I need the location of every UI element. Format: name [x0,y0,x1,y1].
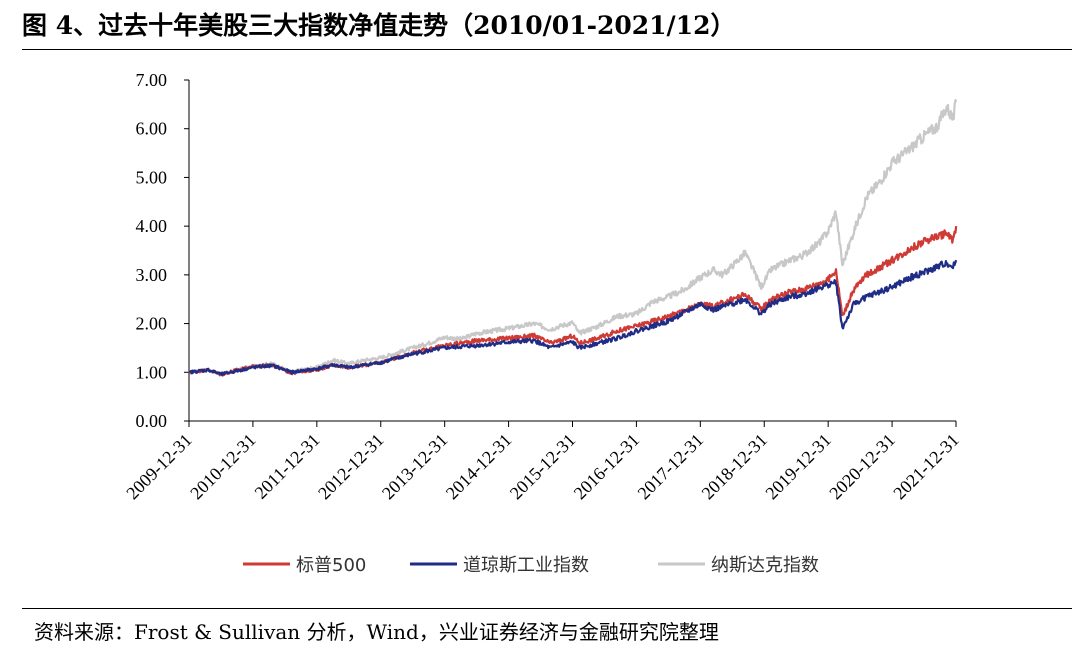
x-tick-label: 2019-12-31 [761,430,835,504]
x-tick-label: 2013-12-31 [378,430,452,504]
x-tick-label: 2017-12-31 [634,430,708,504]
x-axis: 2009-12-312010-12-312011-12-312012-12-31… [122,420,963,504]
line-chart: 0.00 1.00 2.00 3.00 4.00 5.00 6.00 7.00 2009-12… [122,70,963,576]
x-tick-label: 2010-12-31 [186,430,260,504]
y-tick-label: 6.00 [136,119,168,139]
x-tick-label: 2012-12-31 [314,430,388,504]
y-tick-label: 1.00 [136,362,168,382]
x-tick-label: 2015-12-31 [506,430,580,504]
y-tick-label: 4.00 [136,216,168,236]
figure-title: 图 4、过去十年美股三大指数净值走势（2010/01-2021/12） [22,11,736,40]
source-note: 资料来源：Frost & Sullivan 分析，Wind，兴业证券经济与金融研… [34,620,719,644]
y-tick-label: 7.00 [136,70,168,90]
x-tick-label: 2018-12-31 [698,430,772,504]
legend: 标普500 道琼斯工业指数 纳斯达克指数 [243,555,819,576]
series-line-0 [188,99,958,377]
y-tick-label: 0.00 [136,411,168,431]
y-tick-label: 2.00 [136,314,168,334]
legend-label: 标普500 [296,555,366,576]
x-tick-label: 2009-12-31 [122,430,196,504]
x-tick-label: 2016-12-31 [570,430,644,504]
top-rule [22,49,1072,50]
bottom-rule [22,608,1072,609]
x-tick-label: 2014-12-31 [442,430,516,504]
y-tick-label: 5.00 [136,167,168,187]
x-tick-label: 2021-12-31 [889,430,963,504]
y-axis: 0.00 1.00 2.00 3.00 4.00 5.00 6.00 7.00 [136,70,190,431]
x-tick-label: 2020-12-31 [825,430,899,504]
legend-label: 纳斯达克指数 [711,555,819,576]
series-layer [188,99,958,377]
x-tick-label: 2011-12-31 [251,430,324,503]
legend-label: 道琼斯工业指数 [463,555,589,576]
series-line-2 [188,259,958,376]
y-tick-label: 3.00 [136,265,168,285]
